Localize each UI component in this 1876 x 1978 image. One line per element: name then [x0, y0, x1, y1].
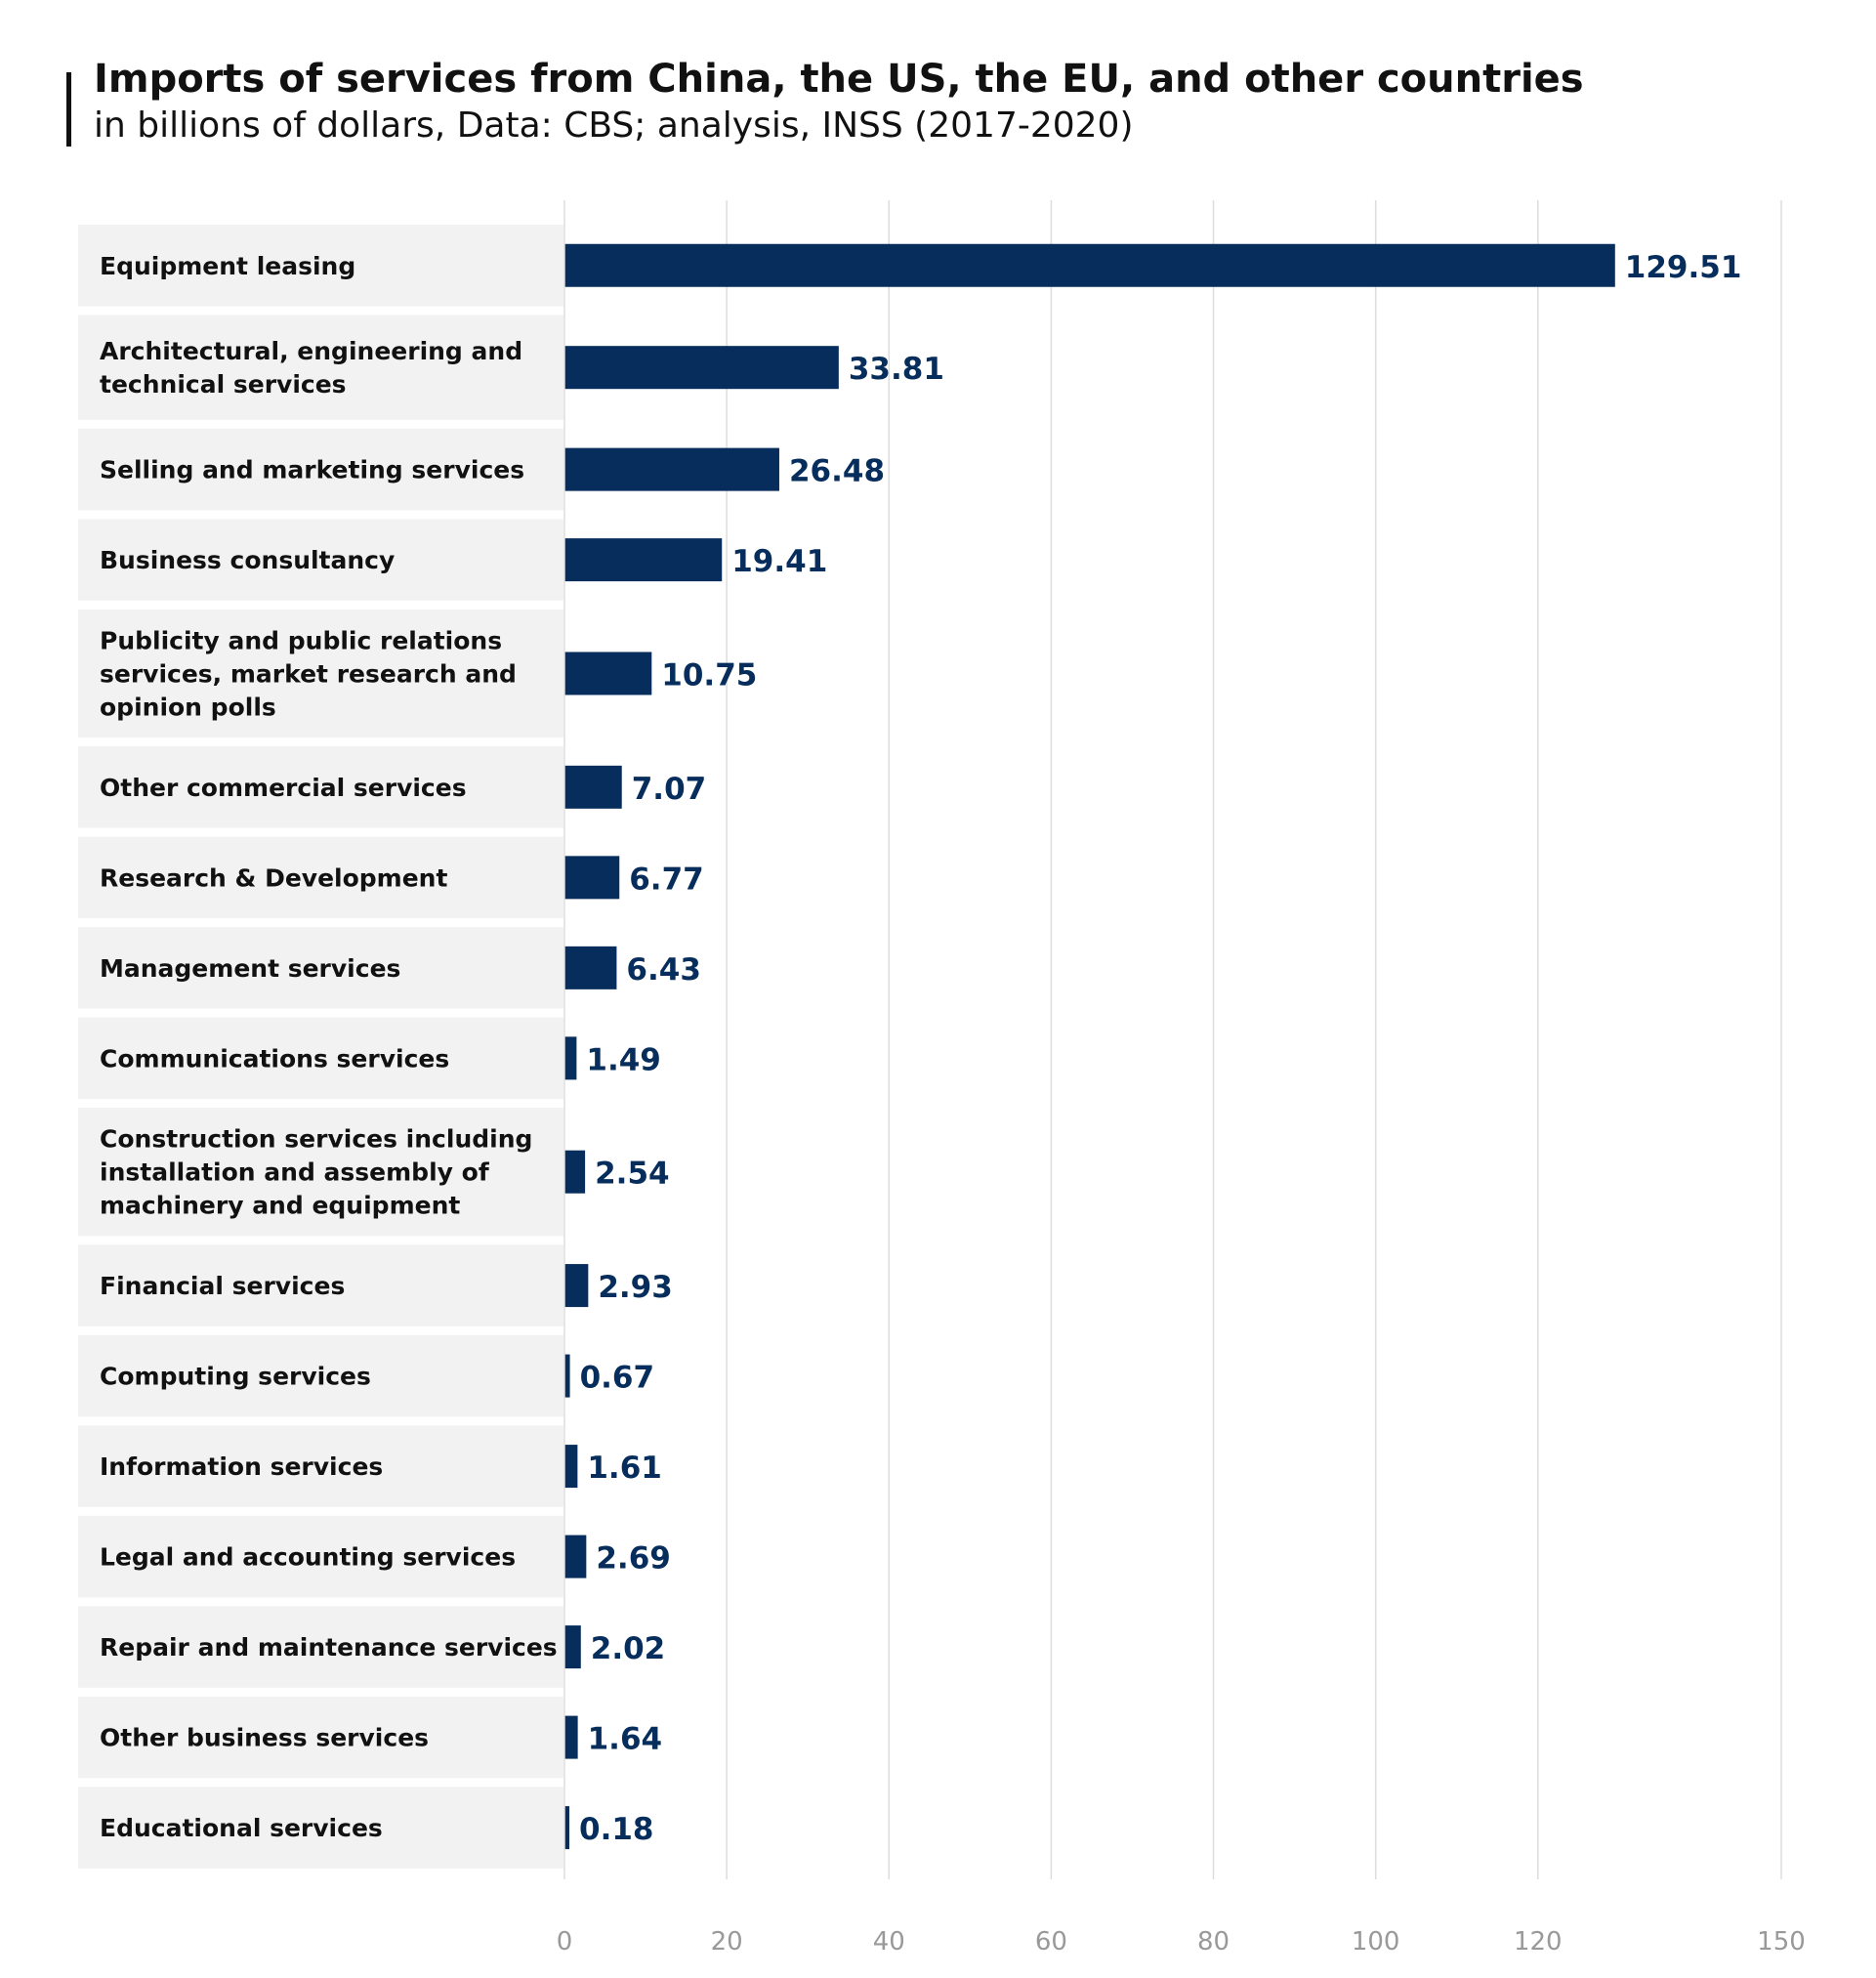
x-tick-label: 0: [557, 1927, 573, 1957]
category-label-panel: [78, 519, 563, 601]
data-label: 26.48: [789, 454, 885, 489]
data-label: 1.49: [586, 1042, 661, 1077]
data-label: 1.61: [587, 1451, 662, 1486]
category-label-panel: [78, 1787, 563, 1869]
category-label-panel: [78, 225, 563, 307]
bar: [564, 1354, 570, 1398]
bar: [564, 1150, 586, 1194]
category-label: installation and assembly of: [100, 1158, 490, 1187]
chart-subtitle: in billions of dollars, Data: CBS; analy…: [94, 105, 1134, 146]
bar: [564, 1535, 587, 1578]
category-label: Repair and maintenance services: [100, 1633, 558, 1662]
x-tick-label: 40: [873, 1927, 905, 1957]
category-label: Business consultancy: [100, 546, 395, 574]
category-label-panel: [78, 1017, 563, 1100]
data-label: 6.77: [629, 862, 704, 897]
bar: [564, 447, 779, 491]
category-label: machinery and equipment: [100, 1192, 460, 1220]
category-label-panel: [78, 1515, 563, 1598]
data-label: 33.81: [849, 352, 944, 387]
bar: [564, 1445, 578, 1489]
category-label-panel: [78, 836, 563, 919]
category-label-panel: [78, 428, 563, 511]
category-label: Architectural, engineering and: [100, 337, 522, 365]
category-label-panel: [78, 1244, 563, 1326]
bar: [564, 1625, 581, 1669]
data-label: 1.64: [588, 1722, 663, 1757]
bar: [564, 765, 622, 809]
bar: [564, 243, 1615, 287]
category-label: Selling and marketing services: [100, 456, 524, 484]
data-label: 10.75: [661, 657, 757, 693]
category-label: services, market research and: [100, 659, 517, 688]
data-label: 6.43: [626, 952, 701, 988]
x-tick-label: 80: [1197, 1927, 1230, 1957]
bar: [564, 856, 620, 900]
category-label: Computing services: [100, 1363, 371, 1391]
data-label: 0.18: [579, 1812, 654, 1847]
bar: [564, 652, 652, 695]
category-label: Educational services: [100, 1814, 383, 1842]
x-tick-label: 60: [1035, 1927, 1067, 1957]
category-label: Other business services: [100, 1724, 429, 1752]
bar: [564, 946, 617, 989]
category-label: Information services: [100, 1452, 383, 1481]
category-label: Management services: [100, 954, 400, 983]
bar: [564, 1264, 589, 1308]
data-label: 7.07: [632, 772, 707, 807]
category-label: technical services: [100, 370, 347, 399]
category-label-panel: [78, 1606, 563, 1688]
category-label-panel: [78, 1696, 563, 1779]
x-tick-label: 150: [1757, 1927, 1806, 1957]
category-label-panel: [78, 315, 563, 420]
bar: [564, 1715, 578, 1759]
data-label: 2.54: [595, 1157, 670, 1192]
x-tick-label: 100: [1352, 1927, 1400, 1957]
data-label: 2.69: [596, 1541, 671, 1577]
bar: [564, 1806, 569, 1850]
category-label: Communications services: [100, 1044, 449, 1073]
category-label-panel: [78, 927, 563, 1009]
category-label: Research & Development: [100, 863, 447, 892]
category-label: Equipment leasing: [100, 252, 355, 280]
x-tick-label: 120: [1514, 1927, 1563, 1957]
category-label: Construction services including: [100, 1125, 532, 1154]
category-label: Legal and accounting services: [100, 1543, 516, 1572]
data-label: 129.51: [1625, 250, 1742, 285]
data-label: 0.67: [580, 1361, 655, 1396]
chart-title: Imports of services from China, the US, …: [94, 57, 1584, 102]
category-label-panel: [78, 609, 563, 738]
category-label: opinion polls: [100, 693, 276, 721]
data-label: 2.93: [598, 1270, 673, 1305]
category-label-panel: [78, 1425, 563, 1507]
category-label: Other commercial services: [100, 774, 467, 802]
data-label: 19.41: [731, 544, 827, 579]
category-label: Publicity and public relations: [100, 626, 502, 654]
title-accent-bar: [66, 72, 71, 147]
bar: [564, 538, 723, 582]
category-label-panel: [78, 1108, 563, 1237]
data-label: 2.02: [591, 1631, 666, 1666]
category-label-panel: [78, 746, 563, 828]
category-label-panel: [78, 1334, 563, 1417]
bar: [564, 1036, 577, 1080]
x-tick-label: 20: [711, 1927, 743, 1957]
bar: [564, 346, 839, 390]
category-label: Financial services: [100, 1272, 345, 1300]
